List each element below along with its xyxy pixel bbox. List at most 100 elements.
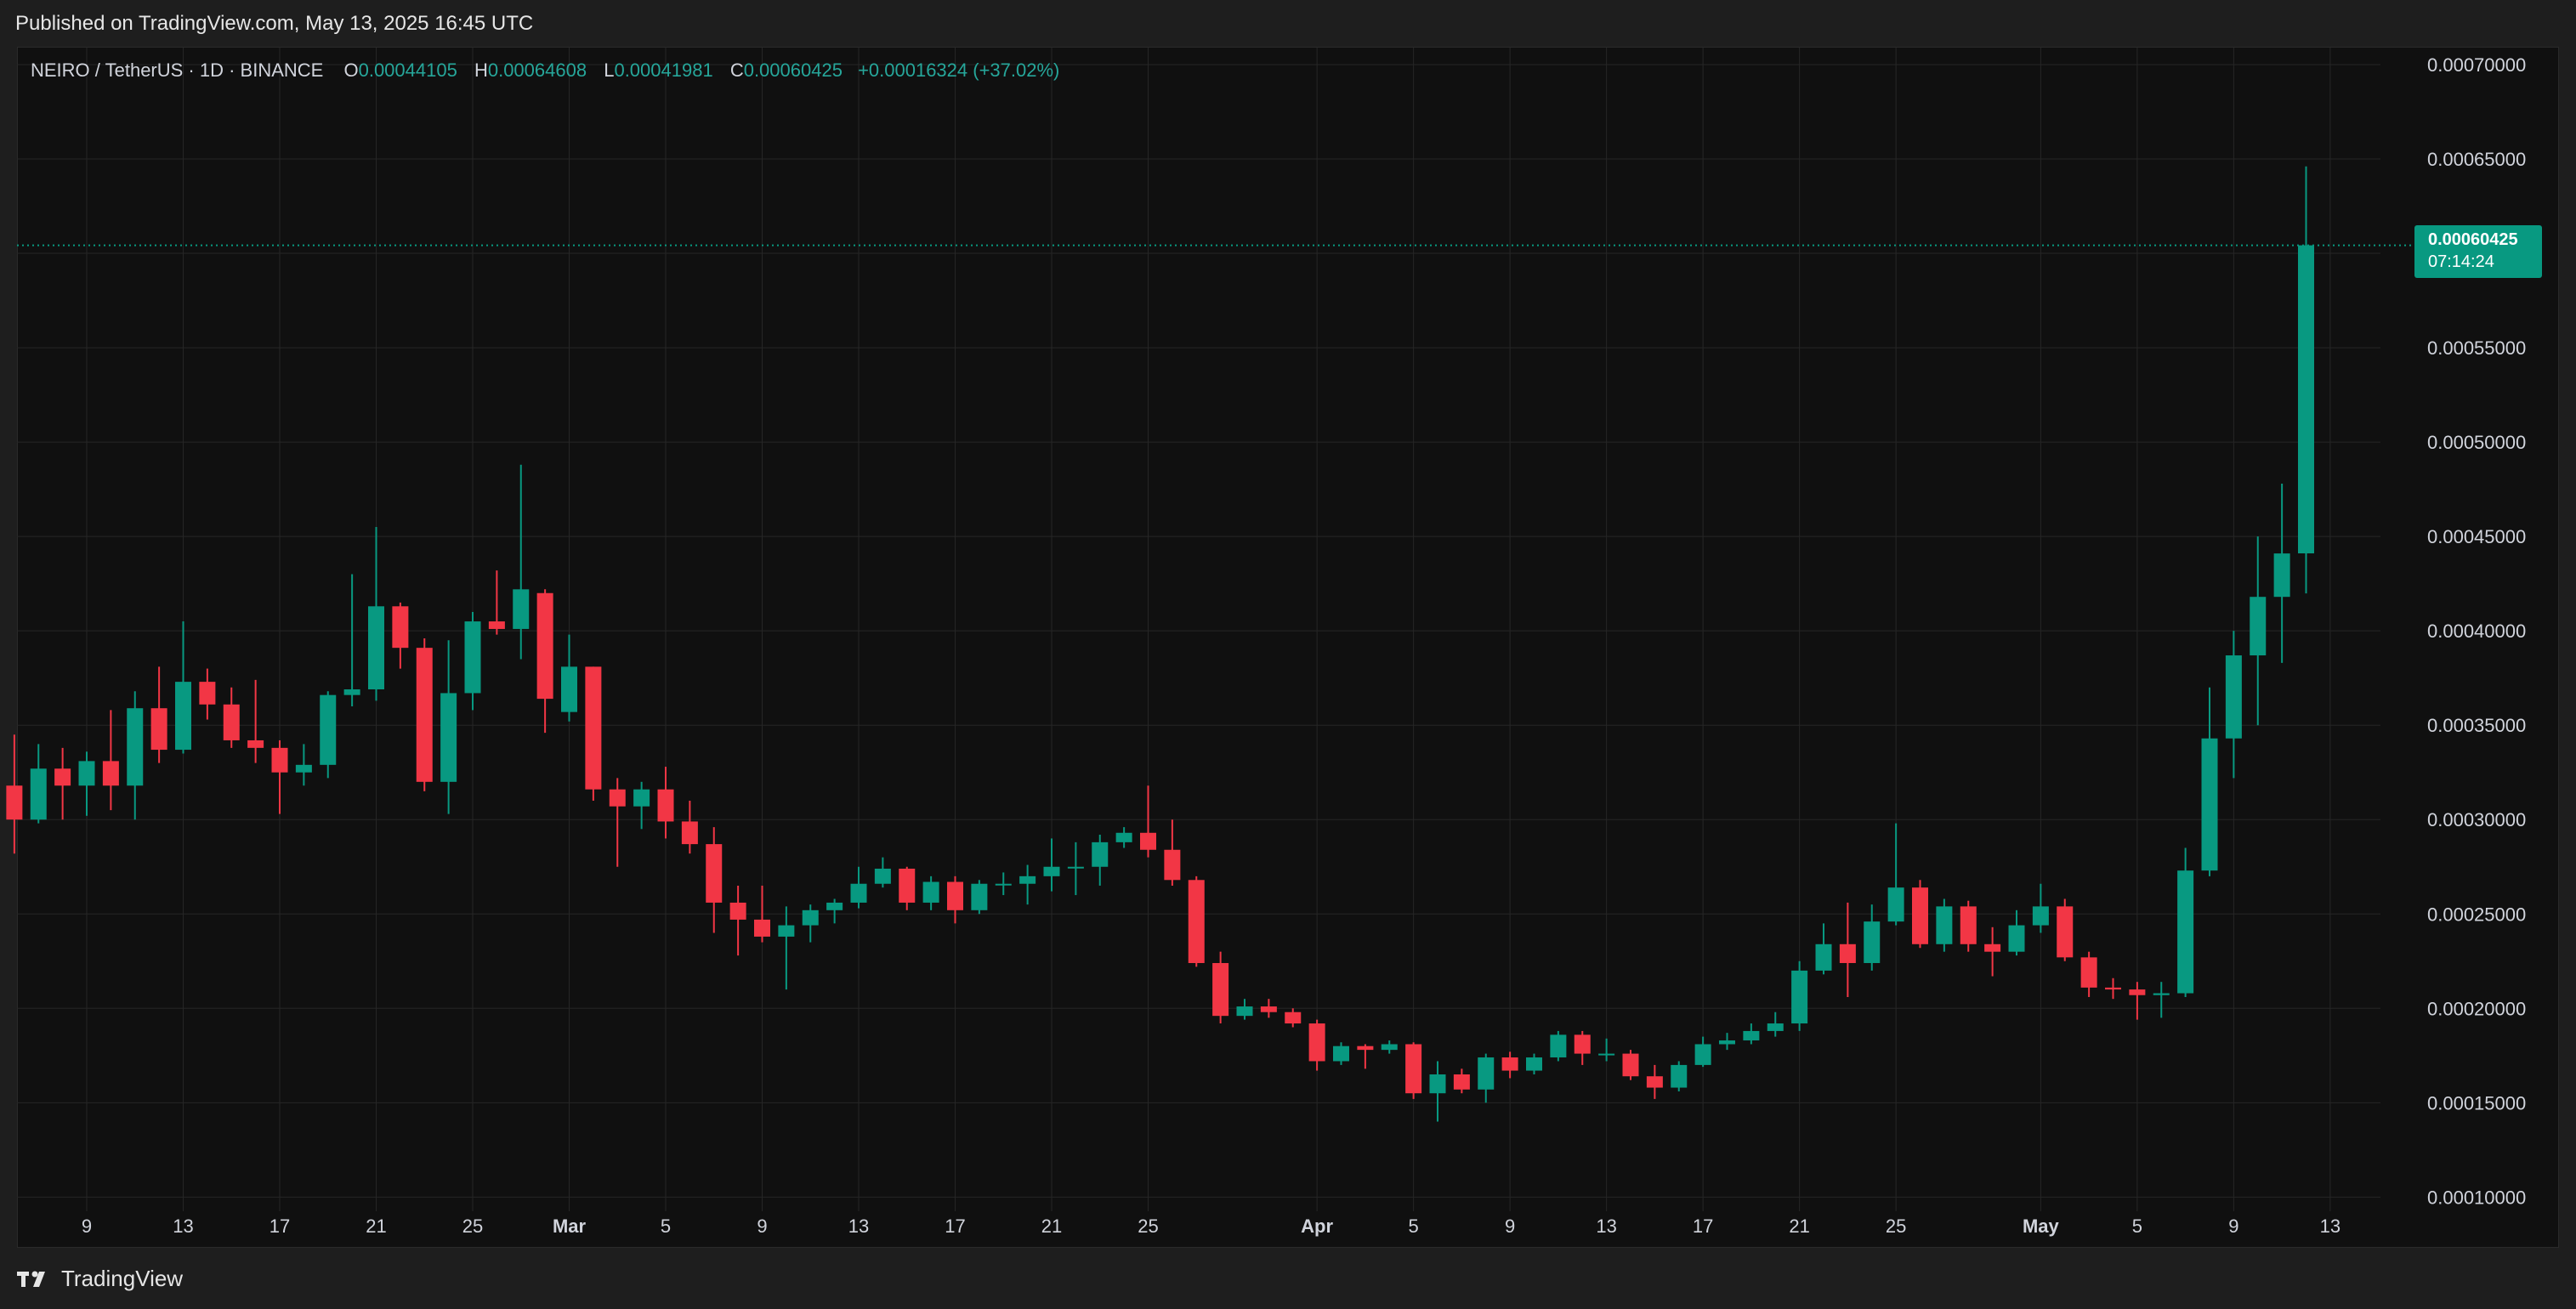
candle-body — [826, 902, 843, 910]
candle-body — [247, 740, 264, 748]
candle-body — [1791, 970, 1808, 1024]
candle — [150, 666, 167, 763]
candle — [1164, 819, 1181, 886]
candle — [1984, 926, 2001, 977]
candle — [368, 527, 384, 701]
price-axis[interactable]: 0.00010000 0.00015000 0.00020000 0.00025000… — [2427, 54, 2526, 1208]
candle-body — [706, 844, 723, 903]
candle-body — [2273, 553, 2290, 598]
change-value: +0.00016324 (+37.02%) — [858, 60, 1060, 81]
last-price-value: 0.00060425 — [2428, 230, 2518, 249]
candle — [1936, 898, 1953, 952]
candle-body — [223, 704, 240, 740]
candle-body — [1550, 1034, 1567, 1058]
candle — [2201, 687, 2218, 876]
grid-lines — [17, 48, 2380, 1211]
candle-body — [585, 666, 602, 790]
candle-body — [199, 682, 216, 705]
candle — [2032, 883, 2049, 933]
candle-body — [1936, 906, 1953, 944]
candle — [754, 885, 770, 943]
candle-body — [1815, 944, 1832, 971]
candle-body — [899, 868, 916, 903]
candle — [2250, 536, 2267, 726]
candle — [440, 640, 457, 814]
candle-body — [1429, 1074, 1446, 1094]
candle-body — [1743, 1030, 1760, 1041]
candle-body — [2298, 245, 2314, 554]
candle — [54, 747, 71, 820]
candle-body — [778, 925, 795, 937]
candle-body — [1719, 1040, 1735, 1045]
x-tick-label: 5 — [2132, 1216, 2142, 1237]
candle-body — [1212, 962, 1229, 1017]
candle — [1478, 1053, 1495, 1103]
candle — [102, 710, 119, 811]
candle-body — [1285, 1012, 1302, 1024]
candle-body — [1140, 832, 1156, 850]
candles — [6, 166, 2314, 1122]
candle — [2298, 166, 2314, 594]
candle-body — [681, 821, 698, 845]
candle-body — [754, 919, 770, 937]
candle — [1671, 1061, 1688, 1091]
chart-pane[interactable] — [17, 47, 2559, 1248]
candle-body — [1308, 1023, 1325, 1062]
candle-body — [368, 606, 384, 690]
tradingview-brand[interactable]: TradingView — [17, 1266, 183, 1292]
x-tick-label: 17 — [270, 1216, 290, 1237]
candle-body — [488, 621, 505, 629]
candle-body — [1092, 842, 1109, 867]
candle — [1236, 999, 1253, 1020]
y-tick-label: 0.00035000 — [2427, 715, 2526, 736]
candle — [2057, 898, 2074, 961]
candle — [706, 827, 723, 933]
bar-countdown: 07:14:24 — [2428, 252, 2494, 271]
candle — [1140, 785, 1156, 858]
time-axis[interactable]: 9 13 17 21 25 Mar 5 9 13 17 21 25 Apr 5 9 13 17 21 25 May 5 9… — [82, 1216, 2341, 1237]
candle — [1526, 1053, 1542, 1075]
candle — [1743, 1023, 1760, 1045]
candle — [778, 906, 795, 990]
candle-body — [1043, 866, 1060, 876]
candle — [1429, 1061, 1446, 1122]
candle — [657, 767, 674, 839]
candle-body — [6, 785, 23, 820]
candle-body — [464, 621, 481, 694]
candle — [1453, 1068, 1470, 1094]
candle — [1043, 838, 1060, 892]
candle — [681, 801, 698, 854]
candle — [899, 866, 916, 910]
candle — [1260, 999, 1277, 1018]
x-tick-label: 13 — [2320, 1216, 2341, 1237]
candle-body — [1333, 1046, 1349, 1062]
candle-body — [609, 789, 626, 807]
candle-body — [54, 768, 71, 786]
candle — [247, 679, 264, 763]
candle-body — [1236, 1006, 1253, 1017]
candle-body — [1984, 944, 2001, 952]
candle-body — [1405, 1044, 1422, 1094]
candle — [1308, 1019, 1325, 1071]
candle-body — [1767, 1023, 1784, 1031]
high-value: 0.00064608 — [487, 60, 587, 81]
candle — [826, 898, 843, 924]
x-tick-label: 13 — [848, 1216, 869, 1237]
candle — [320, 691, 337, 779]
x-tick-label: 9 — [757, 1216, 767, 1237]
candle — [199, 668, 216, 720]
candle — [1791, 960, 1808, 1031]
candle — [513, 464, 530, 660]
candle-body — [1622, 1053, 1639, 1077]
candle — [2273, 483, 2290, 663]
candle-body — [271, 747, 288, 773]
candle — [850, 866, 867, 909]
symbol-label[interactable]: NEIRO / TetherUS · 1D · BINANCE — [31, 60, 324, 81]
candle — [1115, 827, 1132, 848]
x-tick-label: 5 — [661, 1216, 671, 1237]
candle-body — [874, 868, 891, 884]
candle-body — [1067, 866, 1084, 869]
x-tick-label: Apr — [1301, 1216, 1333, 1237]
tradingview-logo-icon — [17, 1271, 45, 1287]
